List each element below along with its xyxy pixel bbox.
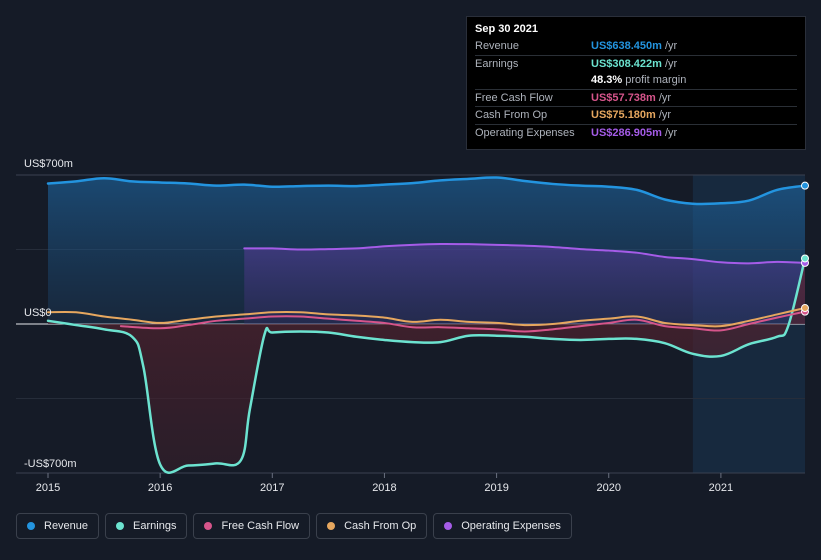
tooltip-label: Cash From Op	[475, 109, 548, 122]
tooltip-value: US$57.738m	[591, 91, 656, 104]
x-tick-label: 2015	[36, 482, 60, 494]
tooltip-row-free-cash-flow: Free Cash Flow US$57.738m /yr	[475, 88, 797, 107]
tooltip-value: 48.3%	[591, 74, 623, 87]
tooltip-unit: /yr	[658, 109, 672, 122]
line-revenue	[46, 176, 807, 206]
tooltip-value: US$75.180m	[591, 109, 656, 122]
x-tick-label: 2021	[709, 482, 733, 494]
tooltip-row-cash-from-op: Cash From Op US$75.180m /yr	[475, 106, 797, 124]
tooltip-row-profit-margin: 48.3% profit margin	[475, 72, 797, 89]
tooltip-label: Earnings	[475, 57, 519, 70]
tooltip-label: Revenue	[475, 40, 520, 53]
chart-legend: Revenue Earnings Free Cash Flow Cash Fro…	[16, 513, 572, 541]
data-tooltip: Sep 30 2021 Revenue US$638.450m /yr Earn…	[466, 16, 806, 150]
tooltip-unit: /yr	[658, 91, 672, 104]
tooltip-label: Operating Expenses	[475, 126, 575, 139]
series-areas	[48, 177, 805, 473]
area-earnings	[48, 258, 805, 473]
tooltip-unit: /yr	[664, 57, 678, 70]
x-tick-label: 2017	[260, 482, 284, 494]
x-tick-label: 2020	[596, 482, 620, 494]
legend-dot-icon	[27, 522, 35, 530]
tooltip-date: Sep 30 2021	[475, 23, 538, 35]
line-operating-expenses	[243, 242, 806, 265]
legend-label: Cash From Op	[344, 520, 417, 532]
endpoint-revenue	[801, 181, 809, 190]
tooltip-value: US$638.450m	[591, 40, 662, 53]
legend-label: Operating Expenses	[461, 520, 561, 532]
area-operating-expenses	[244, 243, 805, 324]
y-tick-label: US$0	[24, 307, 52, 319]
legend-label: Earnings	[133, 520, 177, 532]
legend-item-earnings[interactable]: Earnings	[105, 513, 188, 539]
line-free-cash-flow	[119, 310, 806, 333]
y-tick-label: US$700m	[24, 158, 73, 170]
legend-label: Free Cash Flow	[221, 520, 300, 532]
legend-dot-icon	[444, 522, 453, 530]
line-cash-from-op	[47, 307, 806, 328]
legend-item-revenue[interactable]: Revenue	[16, 513, 100, 539]
endpoint-cash-from-op	[801, 304, 809, 313]
legend-item-free-cash-flow[interactable]: Free Cash Flow	[193, 513, 311, 539]
series-lines	[46, 176, 807, 474]
x-axis: 2015 2016 2017 2018 2019 2020 2021	[36, 473, 733, 494]
series-endpoints	[801, 181, 809, 316]
tooltip-unit: /yr	[664, 40, 678, 53]
line-earnings	[46, 257, 807, 474]
tooltip-unit: /yr	[664, 126, 678, 139]
x-tick-label: 2016	[148, 482, 172, 494]
legend-item-cash-from-op[interactable]: Cash From Op	[316, 513, 428, 539]
x-tick-label: 2018	[372, 482, 396, 494]
y-axis: US$700m US$0 -US$700m	[24, 158, 77, 470]
endpoint-earnings	[801, 254, 809, 263]
legend-dot-icon	[327, 522, 336, 530]
legend-dot-icon	[204, 522, 213, 530]
tooltip-unit: profit margin	[625, 74, 687, 87]
legend-dot-icon	[116, 522, 125, 530]
tooltip-value: US$308.422m	[591, 57, 662, 70]
x-tick-label: 2019	[484, 482, 508, 494]
legend-label: Revenue	[44, 520, 89, 532]
tooltip-value: US$286.905m	[591, 126, 662, 139]
tooltip-row-operating-expenses: Operating Expenses US$286.905m /yr	[475, 123, 797, 142]
legend-item-operating-expenses[interactable]: Operating Expenses	[433, 513, 572, 539]
tooltip-row-revenue: Revenue US$638.450m /yr	[475, 38, 797, 55]
y-tick-label: -US$700m	[24, 458, 77, 470]
tooltip-row-earnings: Earnings US$308.422m /yr	[475, 54, 797, 73]
tooltip-label: Free Cash Flow	[475, 91, 553, 104]
